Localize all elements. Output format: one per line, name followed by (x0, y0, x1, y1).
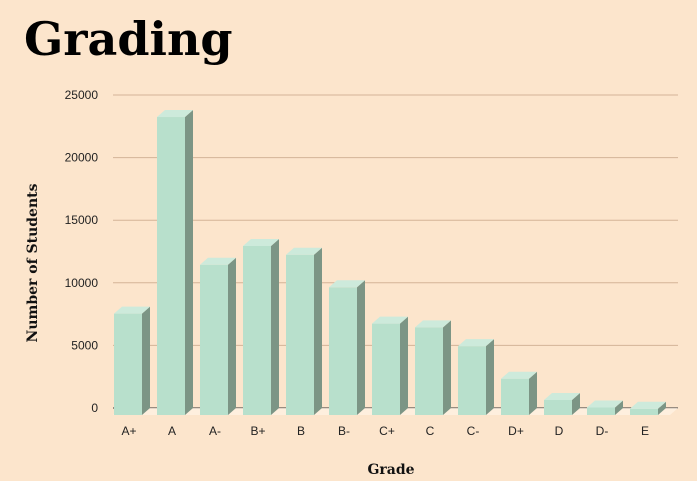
bar-side (357, 280, 365, 415)
bar-top (286, 247, 322, 255)
x-tick-label: D- (596, 424, 609, 438)
y-tick-label: 0 (91, 401, 98, 415)
bar-side (615, 400, 623, 415)
bar-front (286, 254, 314, 415)
bar-side (142, 306, 150, 415)
y-tick-label: 5000 (71, 338, 98, 352)
bar (243, 238, 279, 415)
bar-top (415, 320, 451, 328)
bar-top (501, 371, 537, 379)
bar (630, 401, 666, 415)
bar (286, 247, 322, 415)
x-tick-label: A+ (121, 424, 136, 438)
bar-front (157, 117, 185, 416)
x-tick-label: C+ (379, 424, 395, 438)
bar-top (630, 401, 666, 409)
bar-front (329, 287, 357, 415)
x-tick-label: B- (338, 424, 350, 438)
bar-top (200, 257, 236, 265)
x-tick-label: E (641, 424, 649, 438)
bar-top (372, 316, 408, 324)
y-tick-label: 20000 (65, 151, 99, 165)
x-tick-label: C (426, 424, 435, 438)
x-tick-label: D+ (508, 424, 524, 438)
bar (114, 306, 150, 415)
bar-front (200, 264, 228, 415)
bar-front (243, 245, 271, 415)
x-tick-label: D (555, 424, 564, 438)
y-tick-label: 10000 (65, 276, 99, 290)
bar-front (501, 378, 529, 415)
bar (415, 320, 451, 415)
bar-side (572, 392, 580, 415)
y-axis-label: Number of Students (25, 183, 41, 342)
bar-side (443, 320, 451, 415)
bar (544, 392, 580, 415)
bar-side (228, 257, 236, 415)
bar-side (529, 371, 537, 415)
bar-top (243, 238, 279, 246)
x-tick-label: B (297, 424, 305, 438)
x-tick-label: C- (467, 424, 480, 438)
bar (200, 257, 236, 415)
x-tick-label: A- (209, 424, 221, 438)
bar-side (658, 401, 666, 415)
x-axis-label: Grade (367, 462, 414, 478)
bar-top (587, 400, 623, 408)
bar-front (114, 313, 142, 415)
bar-front (544, 399, 572, 415)
bar (157, 110, 193, 416)
chart-title: Grading (24, 12, 233, 66)
bar (458, 339, 494, 415)
bar (372, 316, 408, 415)
y-tick-label: 25000 (65, 88, 99, 102)
x-tick-label: B+ (250, 424, 265, 438)
bar-top (458, 339, 494, 347)
y-axis-ticks: 0 5000 10000 15000 20000 25000 (65, 88, 99, 415)
bar-top (114, 306, 150, 314)
bar-side (314, 247, 322, 415)
bar-front (372, 323, 400, 415)
bar (329, 280, 365, 415)
bar-side (185, 110, 193, 416)
bar-top (329, 280, 365, 288)
bar-side (271, 238, 279, 415)
x-axis-ticks: A+ A A- B+ B B- C+ C C- D+ D D- E (121, 424, 649, 438)
bars (114, 110, 666, 416)
bar (501, 371, 537, 415)
x-tick-label: A (168, 424, 176, 438)
bar-front (587, 407, 615, 415)
bar-side (486, 339, 494, 415)
bar (587, 400, 623, 415)
y-tick-label: 15000 (65, 213, 99, 227)
bar-front (415, 327, 443, 415)
bar-front (630, 408, 658, 415)
bar-top (157, 110, 193, 118)
bar-side (400, 316, 408, 415)
bar-front (458, 346, 486, 415)
bar-top (544, 392, 580, 400)
